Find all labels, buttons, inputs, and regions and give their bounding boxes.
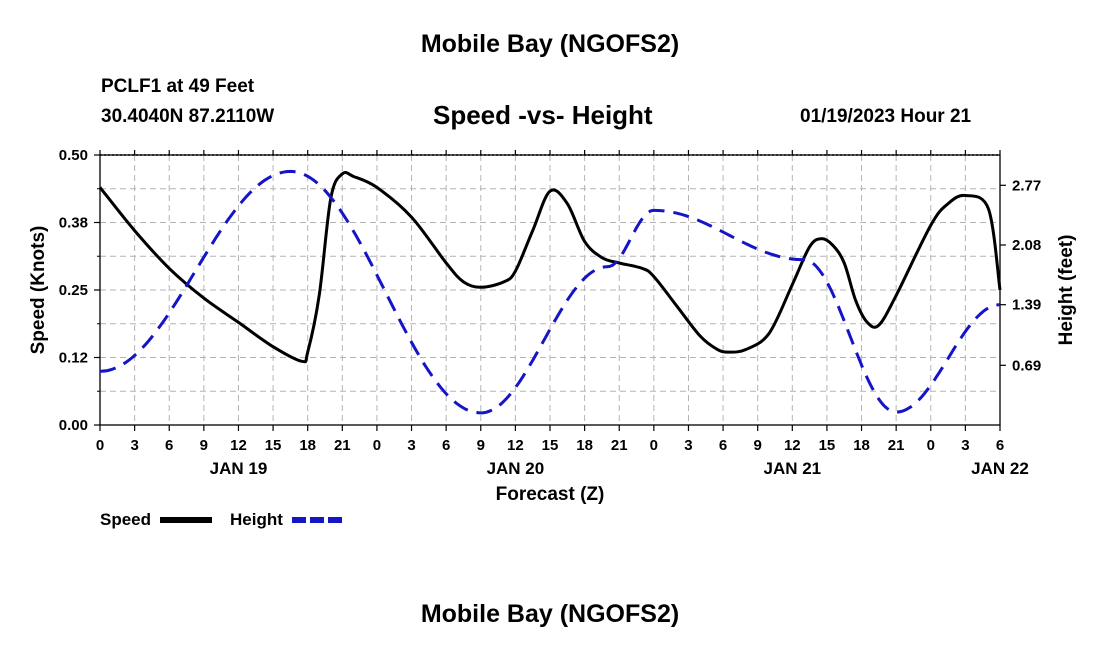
x-tick-label: 9 <box>200 437 208 454</box>
x-tick-label: 15 <box>265 437 282 454</box>
forecast-datetime: 01/19/2023 Hour 21 <box>800 106 972 127</box>
x-tick-label: 3 <box>961 437 969 454</box>
x-tick-label: 3 <box>407 437 415 454</box>
speed-height-chart: 0 3 6 9 12 15 18 21 0 3 6 9 12 15 18 21 0 3 6 9 12 15 18 21 0 3 6 J… <box>28 147 1077 529</box>
axis-labels: 0 3 6 9 12 15 18 21 0 3 6 9 12 15 18 21 0 3 6 9 12 15 18 21 0 3 6 J… <box>59 147 1041 478</box>
y2-axis-title: Height (feet) <box>1056 235 1077 346</box>
x-tick-label: 12 <box>784 437 801 454</box>
x-tick-label: 0 <box>650 437 658 454</box>
axis-ticks <box>94 150 1006 431</box>
page-title: Mobile Bay (NGOFS2) <box>420 30 680 58</box>
x-tick-label: 0 <box>373 437 381 454</box>
y2-tick-label: 2.77 <box>1012 177 1041 194</box>
x-tick-label: 18 <box>576 437 593 454</box>
series-line-height <box>99 169 1001 415</box>
chart-grid <box>100 155 1000 425</box>
x-tick-label: 6 <box>165 437 173 454</box>
x-tick-label: 3 <box>130 437 138 454</box>
legend-label: Speed <box>100 510 151 529</box>
x-tick-label: 0 <box>96 437 104 454</box>
x-tick-label: 6 <box>719 437 727 454</box>
x-tick-label: 12 <box>507 437 524 454</box>
x-tick-label: 21 <box>611 437 628 454</box>
x-axis-title: Forecast (Z) <box>496 484 605 505</box>
series-line-speed <box>98 170 1002 364</box>
x-tick-label: 3 <box>684 437 692 454</box>
y-tick-label: 0.38 <box>59 215 88 232</box>
x-tick-label: 9 <box>477 437 485 454</box>
x-tick-label: 18 <box>299 437 316 454</box>
x-tick-label: 6 <box>996 437 1004 454</box>
day-label: JAN 20 <box>487 459 545 478</box>
y-tick-label: 0.00 <box>59 417 88 434</box>
chart-subtitle: Speed -vs- Height <box>433 100 653 130</box>
x-tick-label: 15 <box>819 437 836 454</box>
y2-tick-label: 1.39 <box>1012 297 1041 314</box>
x-tick-label: 21 <box>334 437 351 454</box>
station-coordinates: 30.4040N 87.2110W <box>101 106 275 127</box>
day-label: JAN 22 <box>971 459 1029 478</box>
footer-title: Mobile Bay (NGOFS2) <box>420 600 680 628</box>
x-tick-label: 9 <box>754 437 762 454</box>
x-tick-label: 6 <box>442 437 450 454</box>
y2-tick-label: 2.08 <box>1012 237 1041 254</box>
station-label: PCLF1 at 49 Feet <box>101 76 255 97</box>
day-label: JAN 19 <box>210 459 268 478</box>
day-label: JAN 21 <box>763 459 821 478</box>
x-tick-label: 18 <box>853 437 870 454</box>
x-tick-label: 15 <box>542 437 559 454</box>
y-axis-title: Speed (Knots) <box>28 226 49 355</box>
x-tick-label: 21 <box>888 437 905 454</box>
y2-tick-label: 0.69 <box>1012 357 1041 374</box>
y-tick-label: 0.50 <box>59 147 88 164</box>
legend-label: Height <box>230 510 283 529</box>
x-tick-label: 12 <box>230 437 247 454</box>
series-group <box>98 169 1002 415</box>
y-tick-label: 0.12 <box>59 350 88 367</box>
legend: Speed Height <box>100 510 342 529</box>
x-tick-label: 0 <box>927 437 935 454</box>
y-tick-label: 0.25 <box>59 282 88 299</box>
